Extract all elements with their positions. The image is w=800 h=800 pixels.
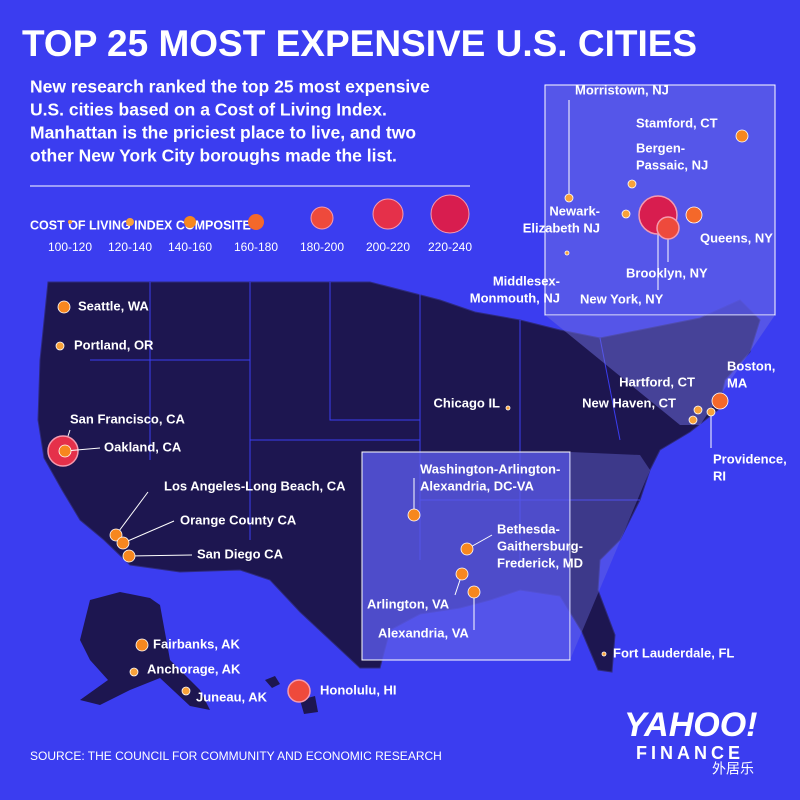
city-label: Los Angeles-Long Beach, CA xyxy=(164,478,346,493)
city-label: MA xyxy=(727,375,748,390)
city-marker xyxy=(627,179,637,189)
city-label: Boston, xyxy=(727,358,775,373)
leader-line xyxy=(115,491,149,536)
legend-swatch xyxy=(248,214,264,230)
legend-swatch xyxy=(68,220,72,224)
brand-sub: FINANCE xyxy=(636,743,744,763)
hawaii xyxy=(265,676,318,714)
city-label: Gaithersburg- xyxy=(497,538,583,553)
city-label: Frederick, MD xyxy=(497,555,583,570)
legend-label: 120-140 xyxy=(108,240,152,254)
city-marker xyxy=(688,415,698,425)
city-marker xyxy=(455,567,469,581)
city-label: Stamford, CT xyxy=(636,115,718,130)
brand: YAHOO! xyxy=(624,706,757,744)
city-marker xyxy=(601,651,607,657)
city-label: Oakland, CA xyxy=(104,439,182,454)
watermark: 外居乐 xyxy=(712,761,754,777)
city-label: Fairbanks, AK xyxy=(153,636,241,651)
city-label: San Diego CA xyxy=(197,546,284,561)
city-marker xyxy=(693,405,703,415)
city-label: Washington-Arlington- xyxy=(420,461,560,476)
city-marker xyxy=(122,549,136,563)
city-label: Juneau, AK xyxy=(196,689,268,704)
legend-swatch xyxy=(310,206,334,230)
alaska xyxy=(80,592,210,710)
leader-line xyxy=(128,554,193,557)
city-marker xyxy=(621,209,631,219)
city-label: Brooklyn, NY xyxy=(626,265,708,280)
city-label: Portland, OR xyxy=(74,337,154,352)
city-label: RI xyxy=(713,468,726,483)
city-marker xyxy=(735,129,749,143)
city-marker xyxy=(467,585,481,599)
city-label: Middlesex- xyxy=(493,273,560,288)
city-label: Fort Lauderdale, FL xyxy=(613,645,734,660)
city-marker xyxy=(711,392,729,410)
city-label: Monmouth, NJ xyxy=(470,290,560,305)
city-marker xyxy=(116,536,130,550)
city-label: Orange County CA xyxy=(180,512,297,527)
city-marker xyxy=(181,686,191,696)
city-label: Bethesda- xyxy=(497,521,560,536)
city-label: Elizabeth NJ xyxy=(523,220,600,235)
city-label: Hartford, CT xyxy=(619,374,695,389)
city-label: Bergen- xyxy=(636,140,685,155)
city-marker xyxy=(656,216,680,240)
city-marker xyxy=(287,679,311,703)
city-label: Alexandria, VA xyxy=(378,625,469,640)
city-label: Queens, NY xyxy=(700,230,773,245)
legend-swatch xyxy=(126,218,134,226)
city-marker xyxy=(129,667,139,677)
city-marker xyxy=(685,206,703,224)
city-label: Alexandria, DC-VA xyxy=(420,478,535,493)
legend-label: 100-120 xyxy=(48,240,92,254)
city-marker xyxy=(57,300,71,314)
city-marker xyxy=(135,638,149,652)
legend-swatch xyxy=(430,194,470,234)
legend-swatch xyxy=(184,216,196,228)
legend-label: 220-240 xyxy=(428,240,472,254)
city-label: Newark- xyxy=(549,203,600,218)
legend-swatch xyxy=(372,198,404,230)
city-label: Anchorage, AK xyxy=(147,661,241,676)
city-marker xyxy=(460,542,474,556)
city-label: Passaic, NJ xyxy=(636,157,708,172)
city-marker xyxy=(505,405,511,411)
city-label: New Haven, CT xyxy=(582,395,676,410)
city-label: Arlington, VA xyxy=(367,596,450,611)
city-label: Honolulu, HI xyxy=(320,682,397,697)
city-marker xyxy=(706,407,716,417)
city-label: Seattle, WA xyxy=(78,298,149,313)
leader-line xyxy=(122,520,175,544)
dc-callout xyxy=(570,452,650,660)
city-marker xyxy=(564,250,570,256)
description-line: other New York City boroughs made the li… xyxy=(30,146,397,166)
title: TOP 25 MOST EXPENSIVE U.S. CITIES xyxy=(22,23,697,64)
description-line: New research ranked the top 25 most expe… xyxy=(30,77,430,97)
legend-label: 140-160 xyxy=(168,240,212,254)
city-label: Morristown, NJ xyxy=(575,82,669,97)
legend-label: 180-200 xyxy=(300,240,344,254)
source: SOURCE: THE COUNCIL FOR COMMUNITY AND EC… xyxy=(30,749,442,763)
legend-title: COST OF LIVING INDEX COMPOSITE xyxy=(30,218,251,232)
city-label: San Francisco, CA xyxy=(70,411,185,426)
legend-label: 200-220 xyxy=(366,240,410,254)
city-label: Chicago IL xyxy=(434,395,501,410)
city-marker xyxy=(109,528,123,542)
city-marker xyxy=(407,508,421,522)
legend-label: 160-180 xyxy=(234,240,278,254)
city-marker xyxy=(55,341,65,351)
description-line: U.S. cities based on a Cost of Living In… xyxy=(30,100,387,120)
description-line: Manhattan is the priciest place to live,… xyxy=(30,123,416,143)
city-label: Providence, xyxy=(713,451,787,466)
city-marker xyxy=(564,193,574,203)
city-label: New York, NY xyxy=(580,291,664,306)
city-marker xyxy=(58,444,72,458)
